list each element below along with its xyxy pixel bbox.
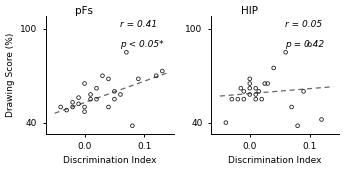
Y-axis label: Drawing Score (%): Drawing Score (%) <box>6 33 14 117</box>
Point <box>259 98 265 101</box>
Point <box>112 98 117 101</box>
Point <box>118 93 123 96</box>
Point <box>82 106 87 108</box>
Point <box>265 82 270 85</box>
Point <box>253 87 258 90</box>
Point <box>82 110 87 113</box>
Point <box>223 121 229 124</box>
Point <box>124 51 129 54</box>
Point <box>76 96 81 99</box>
Point <box>253 98 258 101</box>
Point <box>70 106 75 108</box>
Point <box>262 82 267 85</box>
Point <box>271 67 276 69</box>
Point <box>238 87 244 90</box>
Title: HIP: HIP <box>241 5 258 16</box>
X-axis label: Discrimination Index: Discrimination Index <box>63 156 157 166</box>
Point <box>100 74 105 77</box>
Point <box>58 106 63 108</box>
X-axis label: Discrimination Index: Discrimination Index <box>228 156 322 166</box>
Point <box>235 98 240 101</box>
Point <box>247 87 253 90</box>
Point <box>154 74 159 77</box>
Point <box>301 90 306 93</box>
Point <box>94 98 99 101</box>
Point <box>319 118 324 121</box>
Point <box>82 82 87 85</box>
Point <box>88 93 93 96</box>
Point <box>283 51 288 54</box>
Point <box>247 82 253 85</box>
Point <box>94 87 99 90</box>
Point <box>289 106 294 108</box>
Point <box>136 77 141 80</box>
Point <box>295 124 300 127</box>
Point <box>256 90 262 93</box>
Point <box>112 90 117 93</box>
Text: r = 0.41: r = 0.41 <box>120 20 157 29</box>
Text: p < 0.05*: p < 0.05* <box>120 40 164 49</box>
Title: pFs: pFs <box>75 5 93 16</box>
Point <box>307 43 312 46</box>
Point <box>106 106 111 108</box>
Point <box>76 102 81 105</box>
Point <box>159 70 165 72</box>
Point <box>247 77 253 80</box>
Point <box>88 98 93 101</box>
Point <box>70 101 75 104</box>
Point <box>130 124 135 127</box>
Text: r = 0.05: r = 0.05 <box>285 20 323 29</box>
Text: p = 0.42: p = 0.42 <box>285 40 325 49</box>
Point <box>64 109 69 111</box>
Point <box>247 93 253 96</box>
Point <box>241 98 247 101</box>
Point <box>229 98 235 101</box>
Point <box>253 93 258 96</box>
Point <box>106 77 111 80</box>
Point <box>241 90 247 93</box>
